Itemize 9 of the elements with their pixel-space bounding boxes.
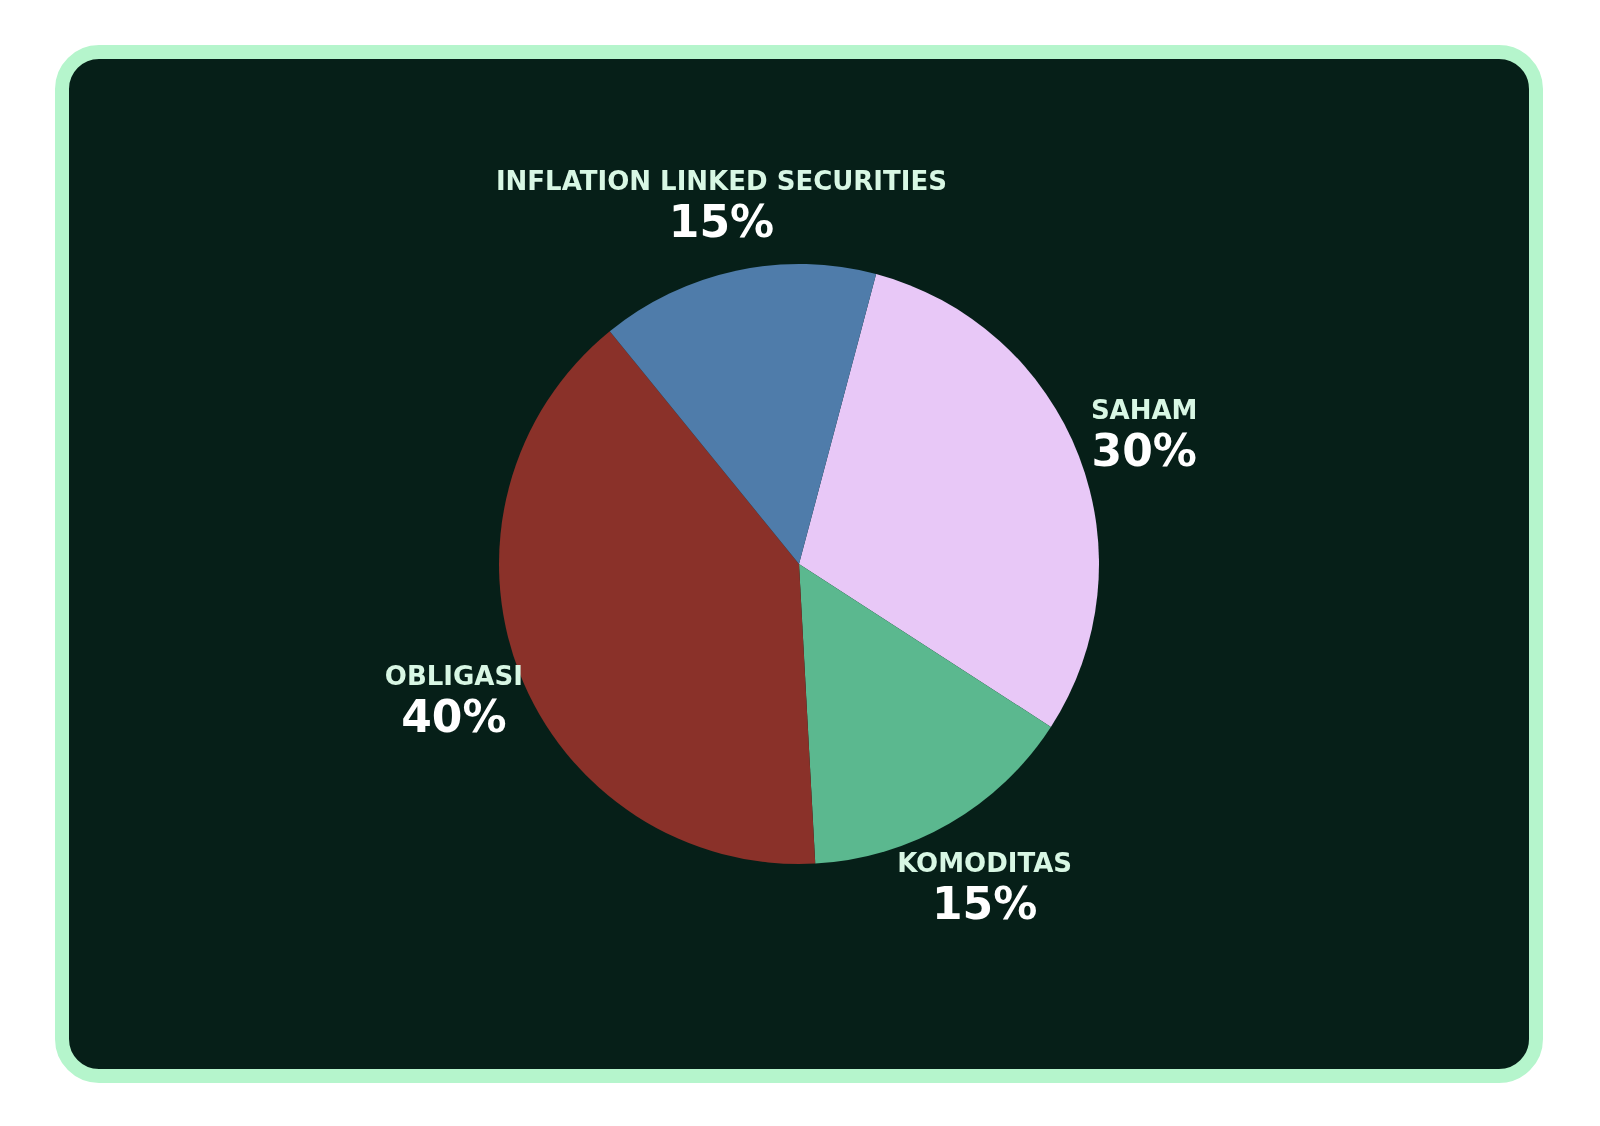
slice-label: SAHAM	[1090, 394, 1198, 425]
data-label: 15%	[668, 196, 775, 248]
data-label: 15%	[931, 878, 1038, 930]
data-label: 40%	[401, 691, 507, 743]
pie-slice	[609, 264, 877, 564]
slice-label: INFLATION LINKED SECURITIES	[495, 166, 947, 197]
slice-label: KOMODITAS	[897, 848, 1073, 879]
slice-label: OBLIGASI	[384, 661, 523, 692]
data-label: 30%	[1091, 424, 1197, 476]
